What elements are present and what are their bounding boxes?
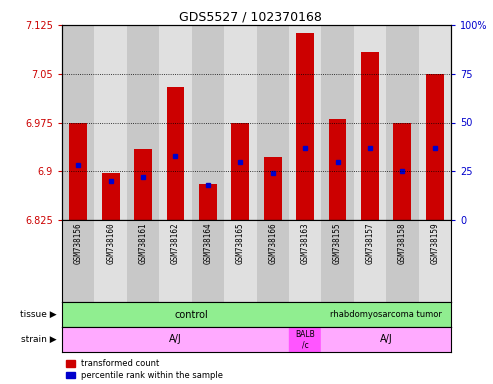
Bar xyxy=(256,220,289,302)
Legend: transformed count, percentile rank within the sample: transformed count, percentile rank withi… xyxy=(66,359,223,380)
Bar xyxy=(62,302,321,327)
Bar xyxy=(419,220,451,302)
Bar xyxy=(289,327,321,352)
Text: strain ▶: strain ▶ xyxy=(21,335,57,344)
Bar xyxy=(192,25,224,220)
Bar xyxy=(70,122,87,220)
Bar xyxy=(199,184,217,220)
Bar xyxy=(62,327,289,352)
Bar xyxy=(256,25,289,220)
Text: GSM738159: GSM738159 xyxy=(430,222,439,264)
Bar xyxy=(386,220,419,302)
Text: GSM738156: GSM738156 xyxy=(74,222,83,264)
Bar xyxy=(296,33,314,220)
Text: BALB
/c: BALB /c xyxy=(295,330,315,349)
Text: rhabdomyosarcoma tumor: rhabdomyosarcoma tumor xyxy=(330,310,442,319)
Bar xyxy=(134,149,152,220)
Bar xyxy=(321,25,354,220)
Text: GDS5527 / 102370168: GDS5527 / 102370168 xyxy=(178,10,321,23)
Bar xyxy=(386,25,419,220)
Bar xyxy=(289,25,321,220)
Text: tissue ▶: tissue ▶ xyxy=(20,310,57,319)
Bar xyxy=(321,327,451,352)
Text: GSM738162: GSM738162 xyxy=(171,222,180,264)
Text: GSM738161: GSM738161 xyxy=(139,222,147,264)
Bar xyxy=(95,220,127,302)
Bar xyxy=(354,25,386,220)
Text: GSM738165: GSM738165 xyxy=(236,222,245,264)
Text: GSM738160: GSM738160 xyxy=(106,222,115,264)
Bar xyxy=(329,119,347,220)
Bar xyxy=(419,25,451,220)
Text: GSM738164: GSM738164 xyxy=(204,222,212,264)
Bar xyxy=(127,25,159,220)
Bar xyxy=(159,220,192,302)
Bar xyxy=(224,220,256,302)
Bar xyxy=(167,87,184,220)
Bar xyxy=(62,220,95,302)
Bar xyxy=(264,157,282,220)
Bar xyxy=(321,302,451,327)
Bar xyxy=(231,122,249,220)
Bar xyxy=(289,220,321,302)
Text: GSM738163: GSM738163 xyxy=(301,222,310,264)
Bar xyxy=(354,220,386,302)
Bar xyxy=(224,25,256,220)
Bar xyxy=(159,25,192,220)
Bar xyxy=(321,220,354,302)
Text: GSM738155: GSM738155 xyxy=(333,222,342,264)
Text: GSM738158: GSM738158 xyxy=(398,222,407,264)
Bar xyxy=(393,122,411,220)
Text: control: control xyxy=(175,310,209,319)
Bar xyxy=(127,220,159,302)
Text: A/J: A/J xyxy=(380,334,392,344)
Bar xyxy=(62,25,95,220)
Bar xyxy=(361,52,379,220)
Text: GSM738166: GSM738166 xyxy=(268,222,277,264)
Text: GSM738157: GSM738157 xyxy=(365,222,375,264)
Bar xyxy=(95,25,127,220)
Bar xyxy=(102,173,119,220)
Text: A/J: A/J xyxy=(169,334,182,344)
Bar xyxy=(192,220,224,302)
Bar xyxy=(426,74,444,220)
